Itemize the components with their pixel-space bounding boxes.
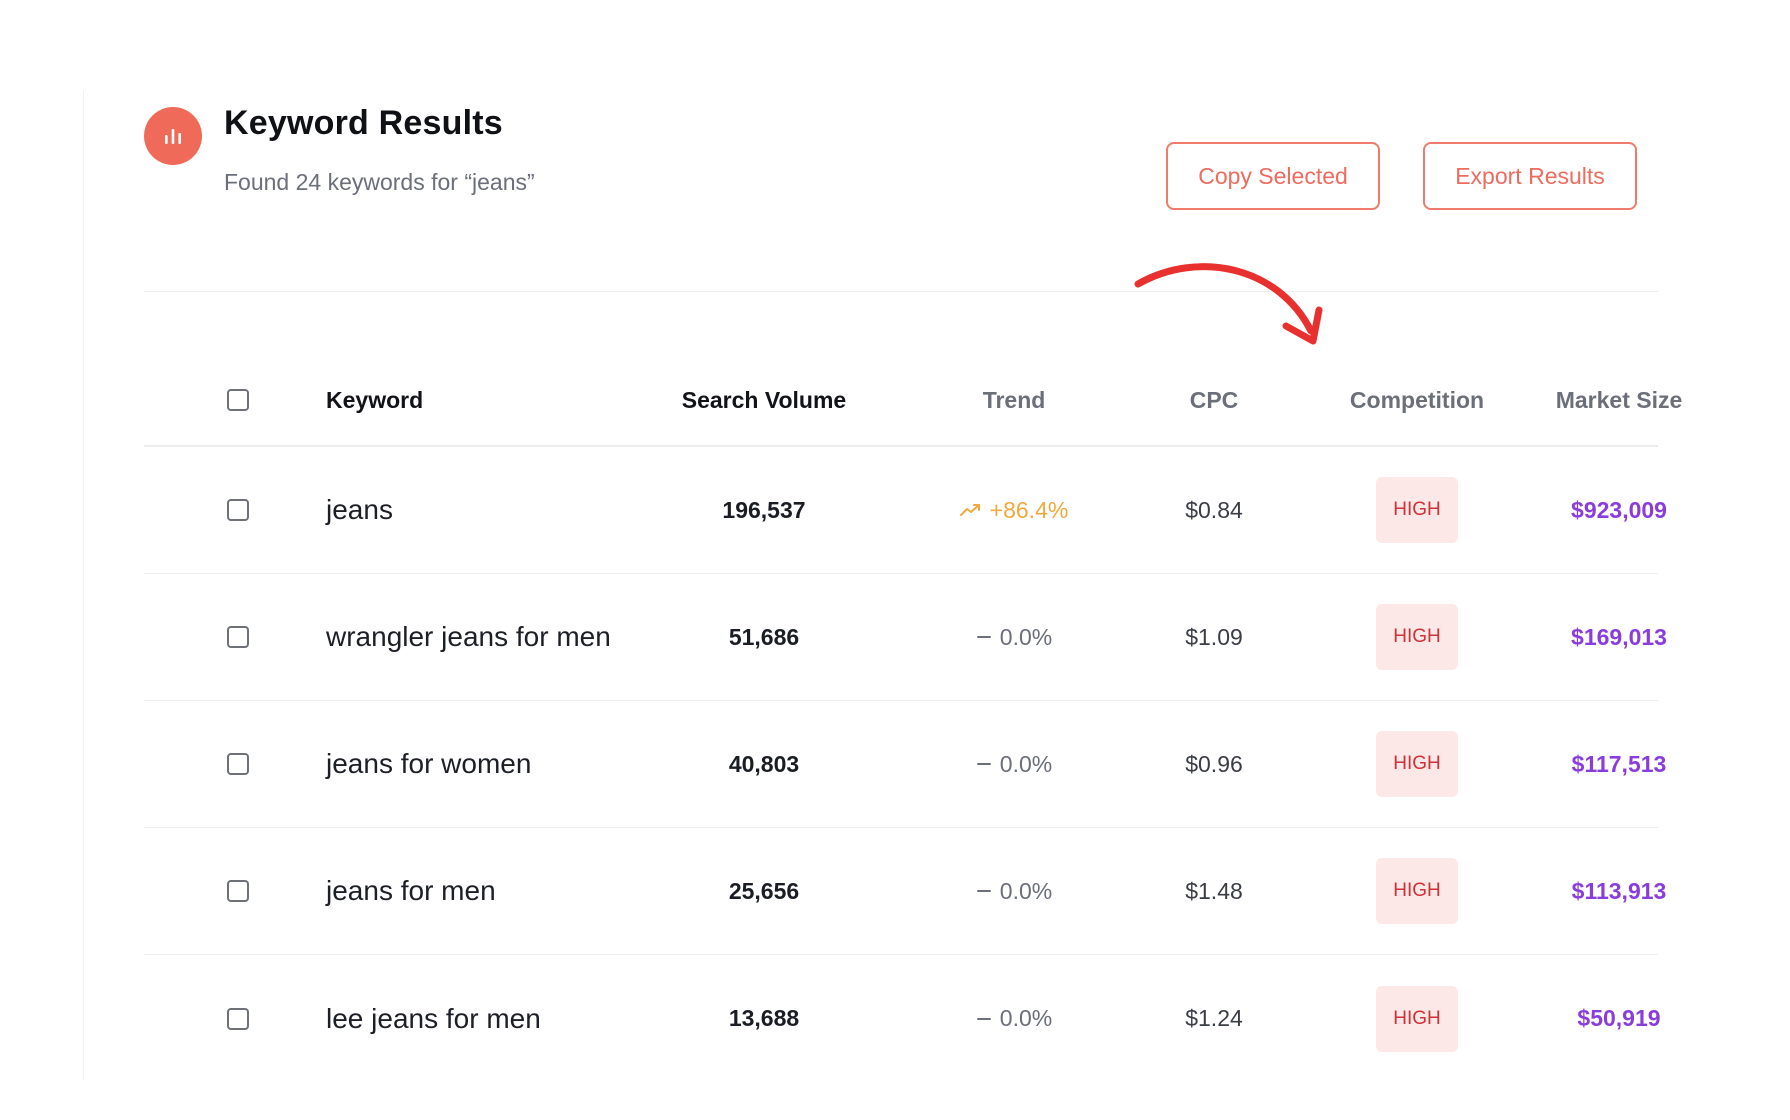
search-volume-cell: 51,686 — [728, 623, 800, 650]
table-row: jeans for women 40,803 0.0% $0.96 HIGH $… — [144, 701, 1666, 828]
search-volume-cell: 25,656 — [728, 877, 800, 904]
results-subtitle: Found 24 keywords for “jeans” — [224, 169, 535, 195]
trend-flat-icon — [976, 636, 991, 638]
row-checkbox[interactable] — [227, 880, 249, 902]
trend-value: 0.0% — [999, 750, 1053, 777]
table-row: wrangler jeans for men 51,686 0.0% $1.09… — [144, 574, 1667, 701]
market-size-cell: $117,513 — [1571, 750, 1667, 777]
competition-badge: HIGH — [1376, 985, 1458, 1052]
column-header-search-volume[interactable]: Search Volume — [681, 386, 847, 413]
trend-flat-icon — [976, 1017, 991, 1020]
search-volume-cell: 13,688 — [728, 1005, 800, 1031]
keyword-cell: jeans for men — [326, 875, 496, 906]
trend-cell: 0.0% — [976, 751, 1052, 778]
keyword-cell: jeans — [326, 494, 393, 525]
trend-value: 0.0% — [999, 623, 1053, 650]
keyword-cell: lee jeans for men — [326, 1002, 541, 1034]
trend-value: 0.0% — [999, 877, 1053, 904]
trend-cell: +86.4% — [959, 496, 1069, 524]
table-row: jeans for men 25,656 0.0% $1.48 HIGH $11… — [144, 828, 1666, 955]
column-header-market-size[interactable]: Market Size — [1555, 386, 1683, 413]
export-results-button[interactable]: Export Results — [1423, 142, 1637, 210]
competition-badge: HIGH — [1376, 731, 1458, 797]
column-header-competition[interactable]: Competition — [1349, 386, 1485, 413]
table-header: Keyword Search Volume Trend CPC Competit… — [144, 355, 1682, 447]
column-header-keyword[interactable]: Keyword — [326, 386, 424, 413]
cpc-cell: $0.84 — [1185, 496, 1243, 523]
page-title: Keyword Results — [224, 104, 503, 142]
cpc-cell: $1.24 — [1185, 1005, 1243, 1031]
row-checkbox[interactable] — [227, 753, 249, 775]
search-volume-cell: 196,537 — [722, 496, 806, 523]
trend-flat-icon — [976, 763, 991, 765]
annotation-arrow-icon — [1134, 263, 1323, 345]
column-header-trend[interactable]: Trend — [982, 386, 1046, 413]
trend-flat-icon — [976, 890, 991, 892]
trend-cell: 0.0% — [976, 878, 1052, 905]
market-size-cell: $169,013 — [1571, 623, 1667, 650]
market-size-cell: $50,919 — [1577, 1005, 1661, 1031]
cpc-cell: $1.09 — [1185, 623, 1243, 650]
competition-badge: HIGH — [1376, 858, 1458, 924]
trend-cell: 0.0% — [976, 624, 1052, 651]
table-row: lee jeans for men 13,688 0.0% $1.24 HIGH… — [144, 955, 1661, 1082]
competition-badge: HIGH — [1376, 604, 1458, 670]
row-checkbox[interactable] — [227, 1007, 249, 1030]
column-header-cpc[interactable]: CPC — [1189, 386, 1239, 413]
row-checkbox[interactable] — [227, 626, 249, 648]
search-volume-cell: 40,803 — [728, 750, 800, 777]
market-size-cell: $113,913 — [1571, 877, 1667, 904]
copy-selected-button[interactable]: Copy Selected — [1166, 142, 1380, 210]
logo-badge — [144, 107, 202, 165]
trend-up-icon — [959, 504, 980, 516]
cpc-cell: $1.48 — [1185, 877, 1243, 904]
trend-value: 0.0% — [999, 1005, 1053, 1031]
header-divider — [144, 291, 1658, 292]
trend-cell: 0.0% — [976, 1005, 1052, 1032]
table-row: jeans 196,537 +86.4% $0.84 HIGH $923,009 — [144, 447, 1667, 574]
select-all-checkbox[interactable] — [227, 389, 249, 411]
bar-chart-icon — [165, 129, 181, 144]
market-size-cell: $923,009 — [1571, 496, 1667, 523]
keyword-cell: wrangler jeans for men — [326, 621, 611, 652]
cpc-cell: $0.96 — [1185, 750, 1243, 777]
keyword-cell: jeans for women — [326, 748, 532, 779]
row-checkbox[interactable] — [227, 499, 249, 521]
competition-badge: HIGH — [1376, 477, 1458, 543]
trend-value: +86.4% — [989, 496, 1069, 523]
